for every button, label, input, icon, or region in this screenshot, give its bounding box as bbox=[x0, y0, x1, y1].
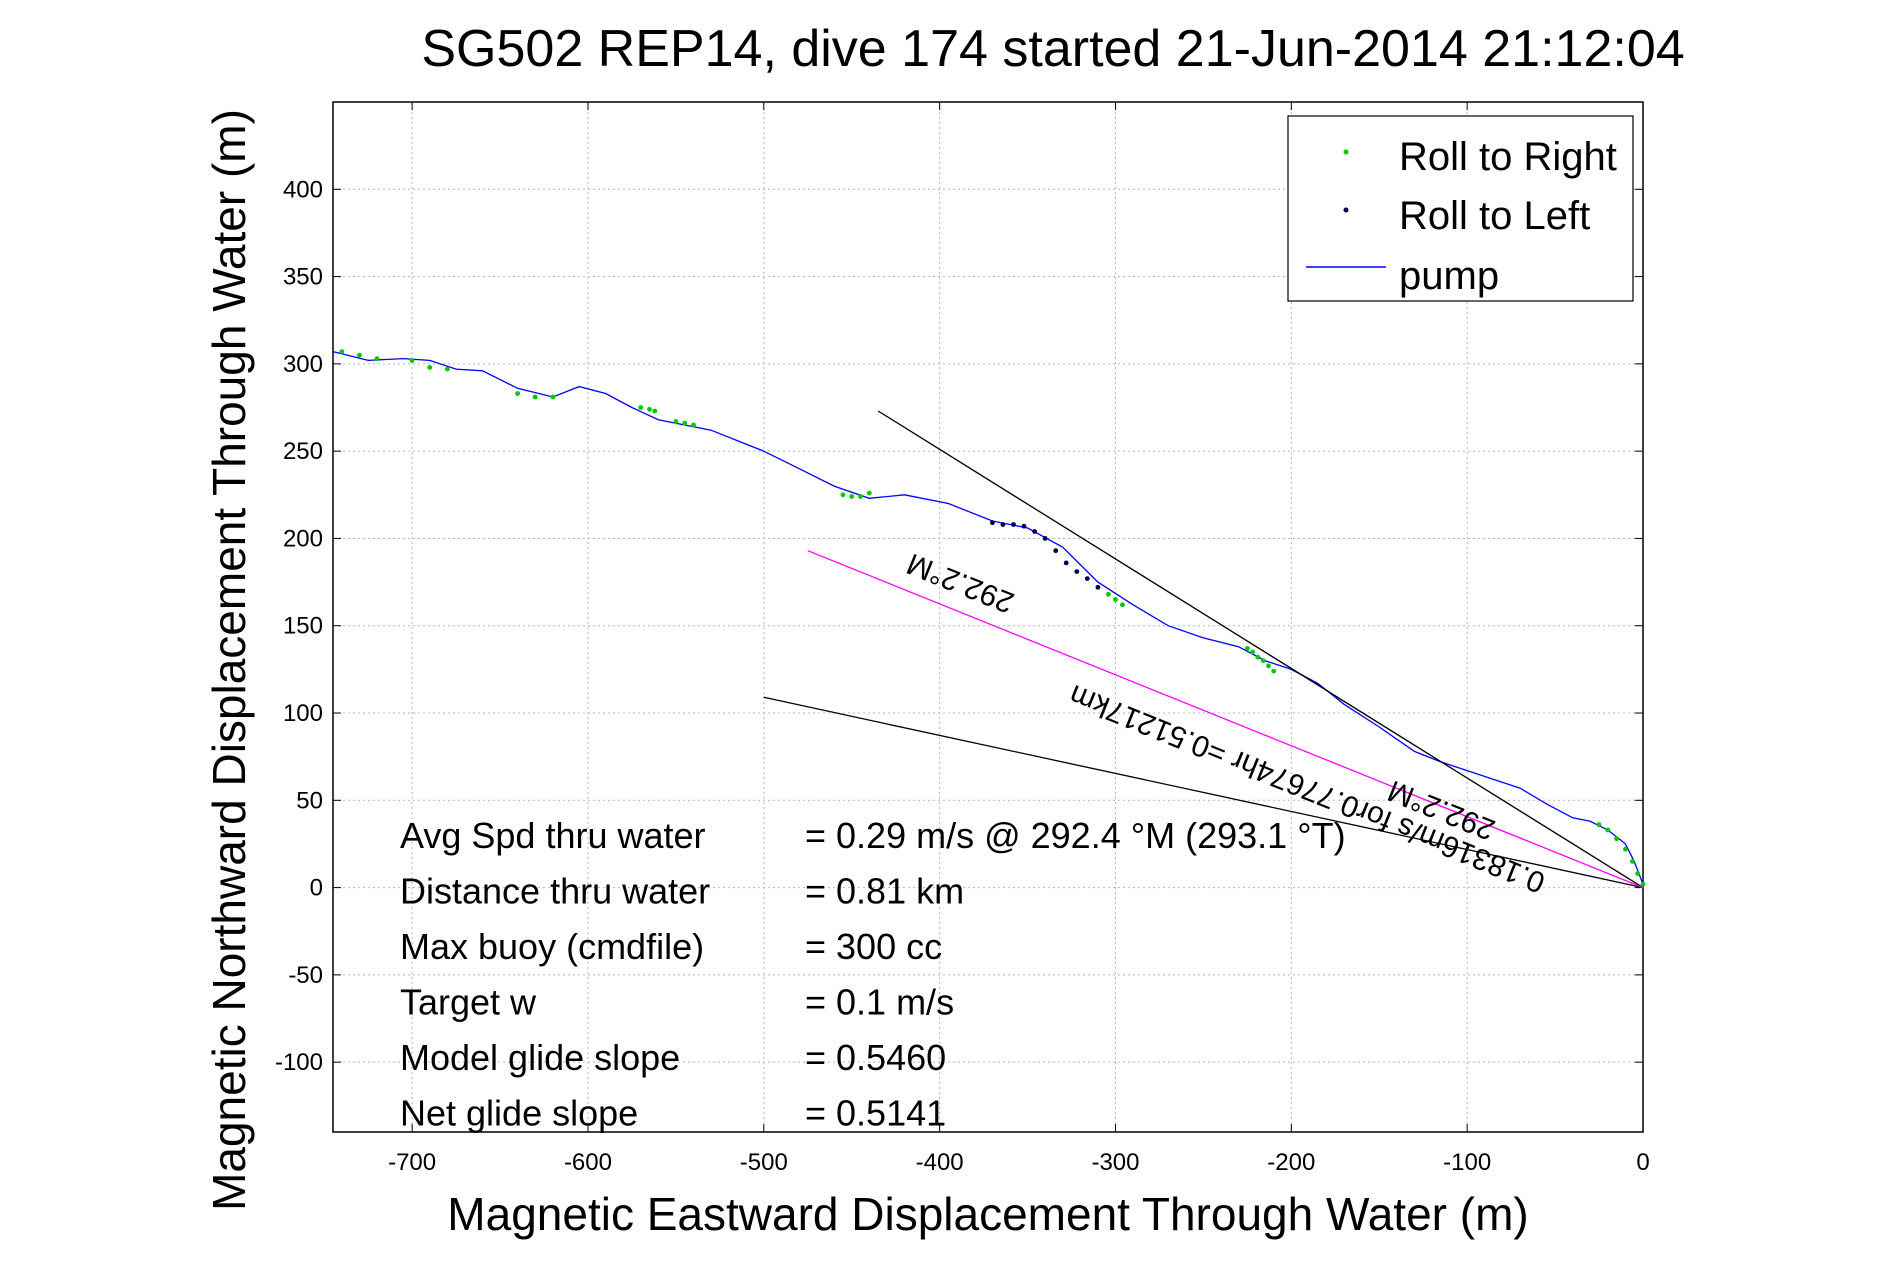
legend-label-roll-right: Roll to Right bbox=[1399, 135, 1617, 179]
point-roll-to-right bbox=[858, 494, 863, 499]
reference-line-4 bbox=[763, 696, 1644, 889]
point-roll-to-right bbox=[515, 391, 520, 396]
point-roll-to-left bbox=[1053, 548, 1059, 554]
x-tick-label: -700 bbox=[388, 1149, 436, 1176]
point-roll-to-right bbox=[1255, 654, 1261, 660]
point-roll-to-right bbox=[652, 408, 658, 414]
axis-ticks: -700 -600 -500 -400 -300 -200 -100 0-100-500501… bbox=[275, 102, 1650, 1176]
x-tick-label: -300 bbox=[1091, 1149, 1139, 1176]
point-roll-to-left bbox=[1095, 584, 1101, 590]
x-tick-label: -500 bbox=[740, 1149, 788, 1176]
point-roll-to-left bbox=[1021, 523, 1027, 529]
point-roll-to-right bbox=[1605, 827, 1611, 833]
stat-value: = 0.81 km bbox=[805, 871, 964, 912]
point-roll-to-left bbox=[1074, 569, 1080, 574]
x-tick-label: -100 bbox=[1443, 1149, 1491, 1176]
point-roll-to-left bbox=[1084, 576, 1090, 581]
stat-label: Model glide slope bbox=[400, 1037, 680, 1078]
point-roll-to-right bbox=[840, 492, 846, 498]
y-tick-label: 150 bbox=[283, 613, 323, 640]
y-tick-label: 200 bbox=[283, 525, 323, 552]
x-axis-label: Magnetic Eastward Displacement Through W… bbox=[447, 1188, 1528, 1240]
point-roll-to-left bbox=[1011, 522, 1016, 527]
point-roll-to-right bbox=[1623, 846, 1628, 852]
plot-area-frame bbox=[332, 101, 1644, 1133]
stat-label: Distance thru water bbox=[400, 871, 710, 912]
point-roll-to-right bbox=[339, 349, 345, 354]
point-roll-to-right bbox=[444, 366, 450, 372]
point-roll-to-right bbox=[532, 394, 538, 400]
x-tick-label: -600 bbox=[564, 1149, 612, 1176]
dive-statistics: Avg Spd thru water = 0.29 m/s @ 292.4 °M … bbox=[400, 815, 1346, 1134]
y-tick-label: 300 bbox=[283, 351, 323, 378]
point-roll-to-right bbox=[1614, 836, 1619, 842]
chart-title: SG502 REP14, dive 174 started 21-Jun-201… bbox=[421, 20, 1684, 78]
point-roll-to-right bbox=[374, 356, 380, 361]
stat-value: = 300 cc bbox=[805, 926, 942, 967]
data-series bbox=[332, 349, 1646, 889]
point-roll-to-right bbox=[1260, 658, 1266, 663]
point-roll-to-right bbox=[1635, 871, 1641, 876]
point-roll-to-left bbox=[1063, 560, 1069, 566]
x-tick-label: 0 bbox=[1636, 1149, 1649, 1176]
current-annotation: 0.18316m/s for0.77674hr =0.51217km bbox=[1065, 678, 1550, 899]
point-roll-to-right bbox=[550, 394, 556, 400]
point-roll-to-right bbox=[1120, 602, 1125, 608]
y-tick-label: -50 bbox=[288, 962, 323, 989]
point-roll-to-right bbox=[1271, 668, 1277, 674]
point-roll-to-left bbox=[1042, 536, 1048, 541]
y-tick-label: -100 bbox=[275, 1049, 323, 1076]
point-roll-to-left bbox=[1032, 529, 1037, 534]
point-roll-to-right bbox=[1250, 649, 1255, 655]
y-axis-label: Magnetic Northward Displacement Through … bbox=[203, 109, 255, 1211]
point-roll-to-left bbox=[1000, 522, 1006, 527]
point-roll-to-right bbox=[1106, 591, 1111, 597]
point-roll-to-right bbox=[682, 420, 688, 426]
point-roll-to-right bbox=[691, 422, 696, 428]
glide-heading-annotation: 292.2°M bbox=[902, 547, 1018, 620]
y-tick-label: 350 bbox=[283, 264, 323, 291]
point-roll-to-left bbox=[990, 520, 995, 526]
legend: Roll to Right Roll to Left pump bbox=[1287, 115, 1634, 302]
reference-line-3 bbox=[877, 410, 1644, 889]
y-tick-label: 250 bbox=[283, 438, 323, 465]
point-roll-to-right bbox=[1630, 859, 1635, 864]
stat-label: Net glide slope bbox=[400, 1093, 638, 1134]
y-tick-label: 50 bbox=[296, 787, 323, 814]
y-tick-label: 400 bbox=[283, 176, 323, 203]
point-roll-to-right bbox=[849, 494, 855, 499]
point-roll-to-right bbox=[1596, 822, 1602, 828]
point-roll-to-right bbox=[427, 365, 433, 370]
legend-swatch-roll-left bbox=[1343, 207, 1349, 213]
point-roll-to-right bbox=[1266, 663, 1271, 669]
reference-line-5 bbox=[807, 550, 1644, 889]
stat-value: = 0.1 m/s bbox=[805, 982, 954, 1023]
legend-label-pump: pump bbox=[1399, 254, 1499, 298]
stat-value: = 0.5460 bbox=[805, 1037, 946, 1078]
x-tick-label: -200 bbox=[1267, 1149, 1315, 1176]
point-roll-to-right bbox=[673, 419, 679, 424]
point-roll-to-right bbox=[1640, 881, 1646, 887]
stat-label: Max buoy (cmdfile) bbox=[400, 926, 704, 967]
y-tick-label: 100 bbox=[283, 700, 323, 727]
y-tick-label: 0 bbox=[310, 875, 323, 902]
point-roll-to-right bbox=[357, 352, 362, 358]
legend-label-roll-left: Roll to Left bbox=[1399, 194, 1590, 238]
stat-value: = 0.29 m/s @ 292.4 °M (293.1 °T) bbox=[805, 815, 1346, 856]
series-line-pump bbox=[332, 350, 1644, 885]
point-roll-to-right bbox=[866, 490, 872, 496]
point-roll-to-right bbox=[638, 405, 644, 410]
legend-swatch-roll-right bbox=[1343, 149, 1349, 155]
point-roll-to-right bbox=[1245, 646, 1250, 651]
stat-label: Target w bbox=[400, 982, 537, 1023]
point-roll-to-right bbox=[409, 358, 415, 363]
stat-value: = 0.5141 bbox=[805, 1093, 946, 1134]
stat-label: Avg Spd thru water bbox=[400, 815, 706, 856]
point-roll-to-right bbox=[647, 406, 652, 412]
x-tick-label: -400 bbox=[916, 1149, 964, 1176]
point-roll-to-right bbox=[1113, 597, 1118, 602]
